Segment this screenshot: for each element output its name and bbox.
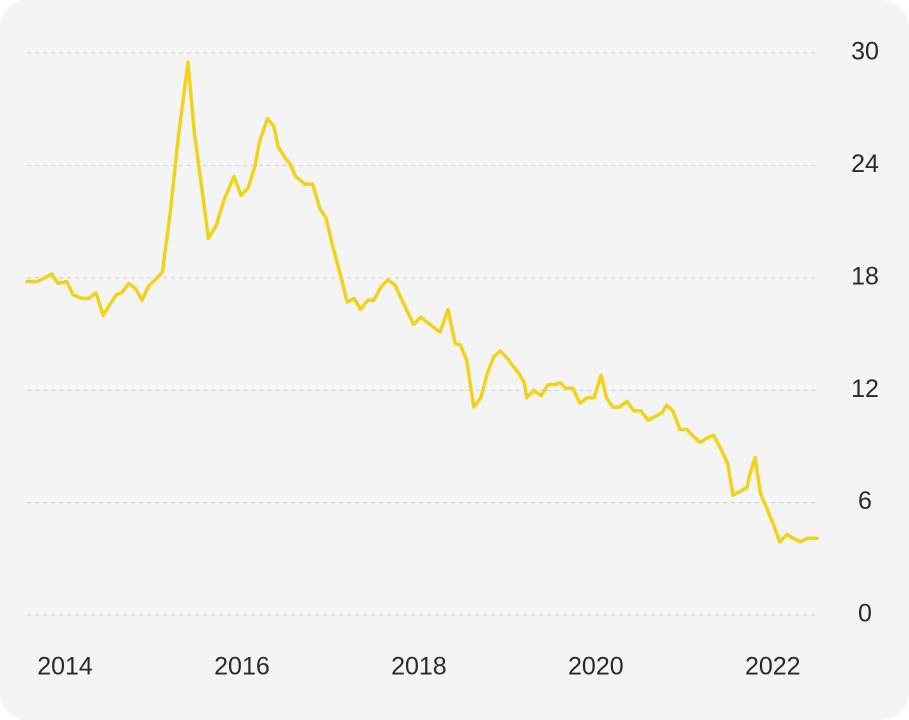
x-tick-label: 2022 <box>745 653 801 681</box>
x-tick-label: 2018 <box>391 653 447 681</box>
x-tick-label: 2014 <box>37 653 93 681</box>
x-tick-label: 2020 <box>568 653 624 681</box>
y-tick-label: 18 <box>851 262 879 290</box>
y-tick-label: 30 <box>851 38 879 66</box>
y-tick-label: 24 <box>851 150 879 178</box>
x-tick-label: 2016 <box>214 653 270 681</box>
line <box>25 60 819 544</box>
y-tick-label: 0 <box>858 600 872 628</box>
y-tick-label: 12 <box>851 375 879 403</box>
y-tick-label: 6 <box>858 487 872 515</box>
